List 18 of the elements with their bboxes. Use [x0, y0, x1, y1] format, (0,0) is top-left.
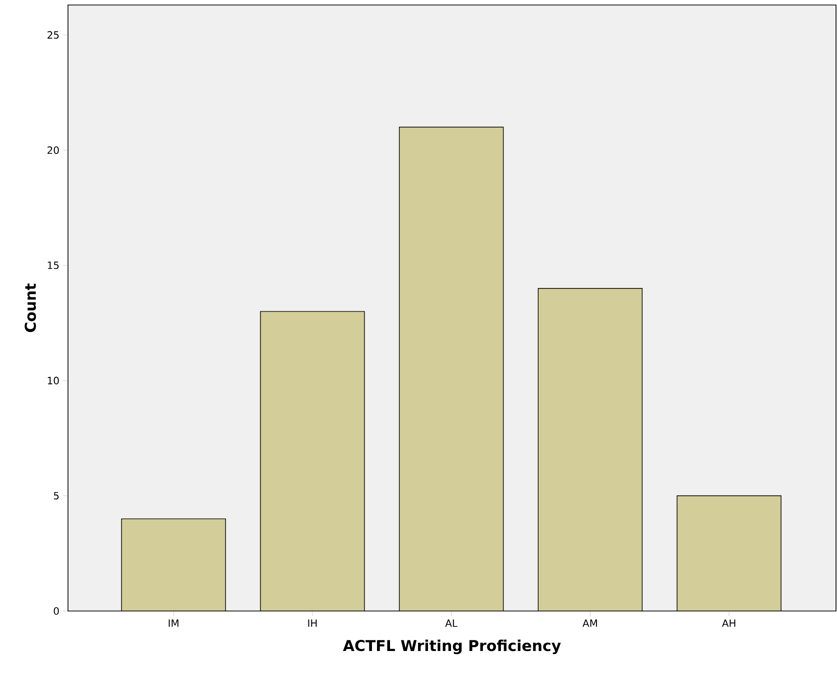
x-tick-label: IH: [308, 620, 317, 627]
bar: [676, 495, 782, 611]
y-tick-label: 10: [48, 376, 59, 384]
y-tick-label: 20: [48, 146, 59, 154]
x-tick-label: IM: [168, 620, 178, 627]
bar: [122, 518, 226, 611]
x-tick-label: AM: [582, 620, 597, 627]
y-tick-label: 0: [54, 607, 59, 615]
y-tick-label: 5: [54, 492, 59, 500]
x-tick-label: AH: [722, 620, 736, 627]
bar: [398, 126, 504, 611]
y-axis-title: Count: [24, 284, 36, 332]
bar: [260, 311, 365, 611]
x-axis-title: ACTFL Writing Proficiency: [342, 640, 561, 654]
y-tick-label: 15: [48, 262, 59, 270]
y-tick-label: 25: [48, 31, 59, 39]
x-tick-label: AL: [445, 620, 458, 627]
bar: [538, 288, 643, 611]
